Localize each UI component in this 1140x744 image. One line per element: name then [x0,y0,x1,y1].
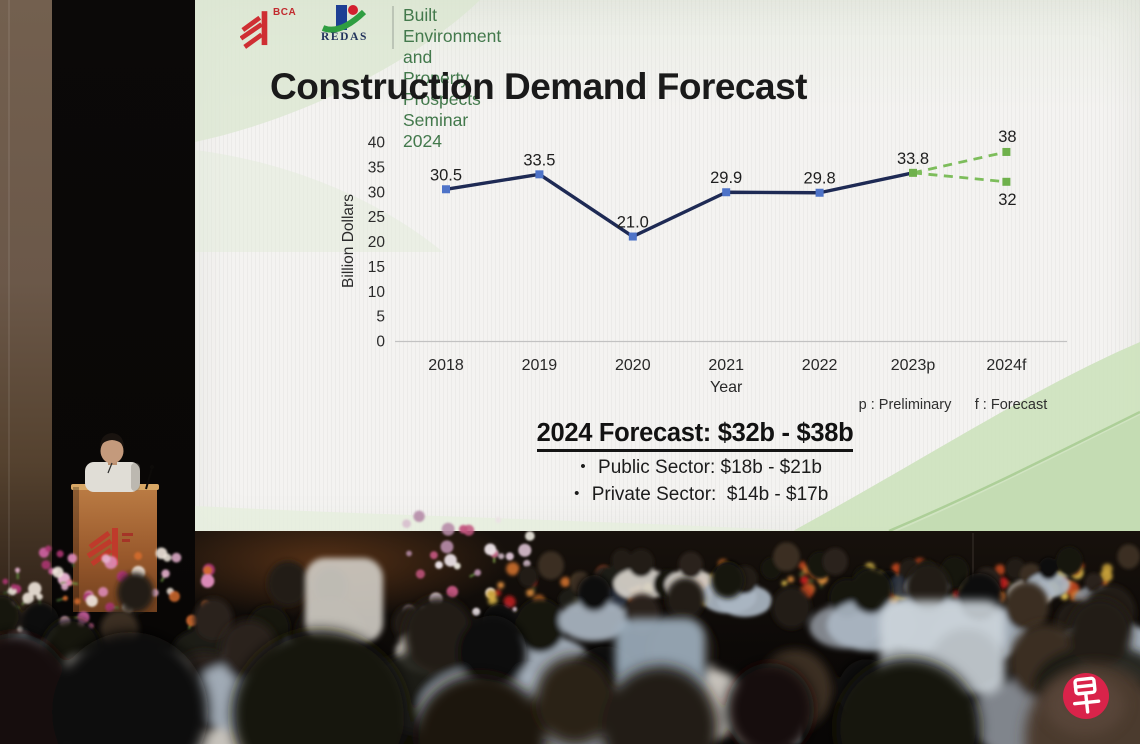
slide-swoosh-left [195,150,443,252]
audience-head [232,630,408,744]
svg-text:2019: 2019 [522,357,558,374]
slide-wave-arc [888,410,1140,531]
svg-text:15: 15 [368,259,385,276]
podium-bca-logo [86,528,133,567]
audience-head [666,577,705,620]
audience [0,542,1140,744]
audience-head [602,666,718,744]
audience-head [537,551,564,580]
svg-text:5: 5 [376,309,385,326]
svg-text:40: 40 [368,135,386,152]
audience-head [117,572,154,613]
audience-head [611,548,633,572]
bullet-icon: • [574,485,580,502]
event-title-line1: Built Environment and Property [403,5,502,88]
zaobao-logo-glyph [1073,676,1101,714]
bca-logo-icon [240,11,268,49]
forecast-bullet-private: • Private Sector: $14b - $17b [465,484,925,506]
audience-head [0,594,21,636]
svg-text:0: 0 [376,334,385,351]
bca-logo-text: BCA [273,7,297,18]
slide-wave-inner [897,415,1140,531]
header-divider [392,6,394,49]
audience-head [628,548,655,578]
audience-head [773,542,800,572]
svg-text:10: 10 [368,284,386,301]
audience-head [772,586,811,629]
audience-head [850,568,893,614]
audience-head [905,563,951,612]
svg-text:2020: 2020 [615,357,651,374]
projection-screen: 0 5 10 15 20 25 30 35 40 Billion Dollars 2018 2019 2… [195,0,1140,531]
svg-text:f : Forecast: f : Forecast [975,397,1048,413]
audience-head [577,574,611,612]
svg-text:29.8: 29.8 [804,170,836,188]
audience-head [535,656,615,744]
svg-text:32: 32 [998,191,1016,209]
svg-text:20: 20 [368,234,386,251]
event-title-line2: Prospects Seminar 2024 [403,89,481,151]
audience-head [52,632,208,744]
zaobao-logo-icon [1063,673,1109,719]
audience-head [1117,544,1140,569]
svg-text:38: 38 [998,128,1016,146]
event-title: Built Environment and Property Prospects… [403,5,501,152]
svg-text:Year: Year [710,379,743,396]
bullet-icon: • [580,458,586,475]
svg-text:25: 25 [368,209,385,226]
audience-head [457,615,527,691]
audience-head [267,560,309,607]
forecast-bullet-public: • Public Sector: $18b - $21b [465,457,925,479]
audience-head [1038,557,1059,580]
audience-head [1056,546,1083,576]
audience-head [822,547,848,575]
speaker [85,433,140,492]
svg-text:21.0: 21.0 [617,214,649,232]
audience-head [193,597,233,641]
svg-text:33.5: 33.5 [523,151,555,169]
slide-title: Construction Demand Forecast [270,66,807,107]
forecast-summary: 2024 Forecast: $32b - $38b • Public Secto… [465,419,925,506]
redas-logo-icon [321,5,367,33]
redas-logo-text: REDAS [321,31,368,43]
svg-text:30: 30 [368,184,386,201]
svg-text:2018: 2018 [428,357,464,374]
audience-head [726,663,814,744]
svg-text:p : Preliminary: p : Preliminary [859,397,952,413]
zaobao-press-logo [1060,670,1112,722]
audience-head [1004,581,1049,631]
svg-text:29.9: 29.9 [710,169,742,187]
audience-head [1068,598,1132,668]
flower-arrangement [56,553,120,612]
audience-head [711,562,745,599]
wall-seam [972,533,974,605]
svg-text:2024f: 2024f [986,357,1027,374]
audience-head [836,658,980,744]
audience-head [678,551,703,579]
audience-head [403,596,474,673]
audience-head [518,566,539,588]
svg-text:2023p: 2023p [891,357,936,374]
svg-text:30.5: 30.5 [430,166,462,184]
svg-text:2021: 2021 [708,357,744,374]
audience-head [515,598,565,653]
forecast-heading: 2024 Forecast: $32b - $38b [536,419,854,452]
svg-text:Billion Dollars: Billion Dollars [340,194,357,288]
audience-head [414,674,546,744]
svg-text:2022: 2022 [802,357,838,374]
svg-text:35: 35 [368,159,385,176]
svg-text:33.8: 33.8 [897,150,929,168]
